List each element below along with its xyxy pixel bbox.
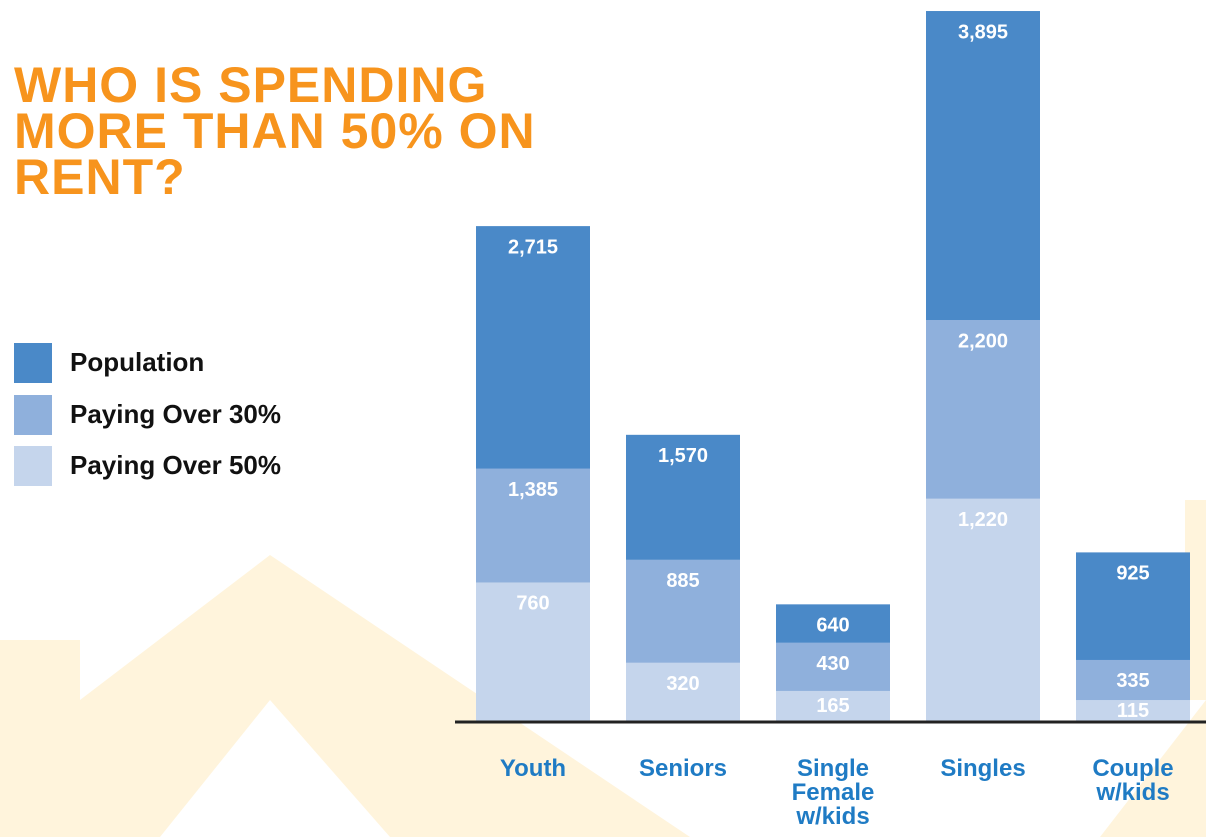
legend-label: Paying Over 50% — [70, 450, 281, 481]
data-label: 1,385 — [508, 479, 558, 501]
bar — [926, 499, 1040, 721]
legend-swatch — [14, 343, 52, 383]
data-label: 3,895 — [958, 21, 1008, 43]
x-tick-label: Single Female w/kids — [777, 757, 889, 829]
data-label: 1,570 — [658, 445, 708, 467]
data-label: 165 — [816, 695, 849, 717]
x-tick-label: Youth — [477, 757, 589, 781]
data-label: 640 — [816, 615, 849, 637]
chart-title: WHO IS SPENDING MORE THAN 50% ON RENT? — [14, 62, 604, 200]
data-label: 885 — [666, 570, 699, 592]
page: 2,715 1,570 640 3,895 925 1,385 885 430 2,200 335… — [0, 0, 1206, 837]
data-label: 430 — [816, 653, 849, 675]
x-tick-label: Seniors — [627, 757, 739, 781]
x-tick-label: Singles — [927, 757, 1039, 781]
data-label: 2,715 — [508, 236, 558, 258]
data-label: 335 — [1116, 670, 1149, 692]
x-tick-label: Couple w/kids — [1077, 757, 1189, 805]
data-label: 925 — [1116, 563, 1149, 585]
data-label: 1,220 — [958, 509, 1008, 531]
data-label: 2,200 — [958, 330, 1008, 352]
legend-swatch — [14, 395, 52, 435]
data-label: 115 — [1117, 700, 1149, 722]
data-label: 760 — [516, 593, 549, 615]
legend-label: Paying Over 30% — [70, 399, 281, 430]
legend-swatch — [14, 446, 52, 486]
legend-label: Population — [70, 347, 204, 378]
data-label: 320 — [666, 673, 699, 695]
